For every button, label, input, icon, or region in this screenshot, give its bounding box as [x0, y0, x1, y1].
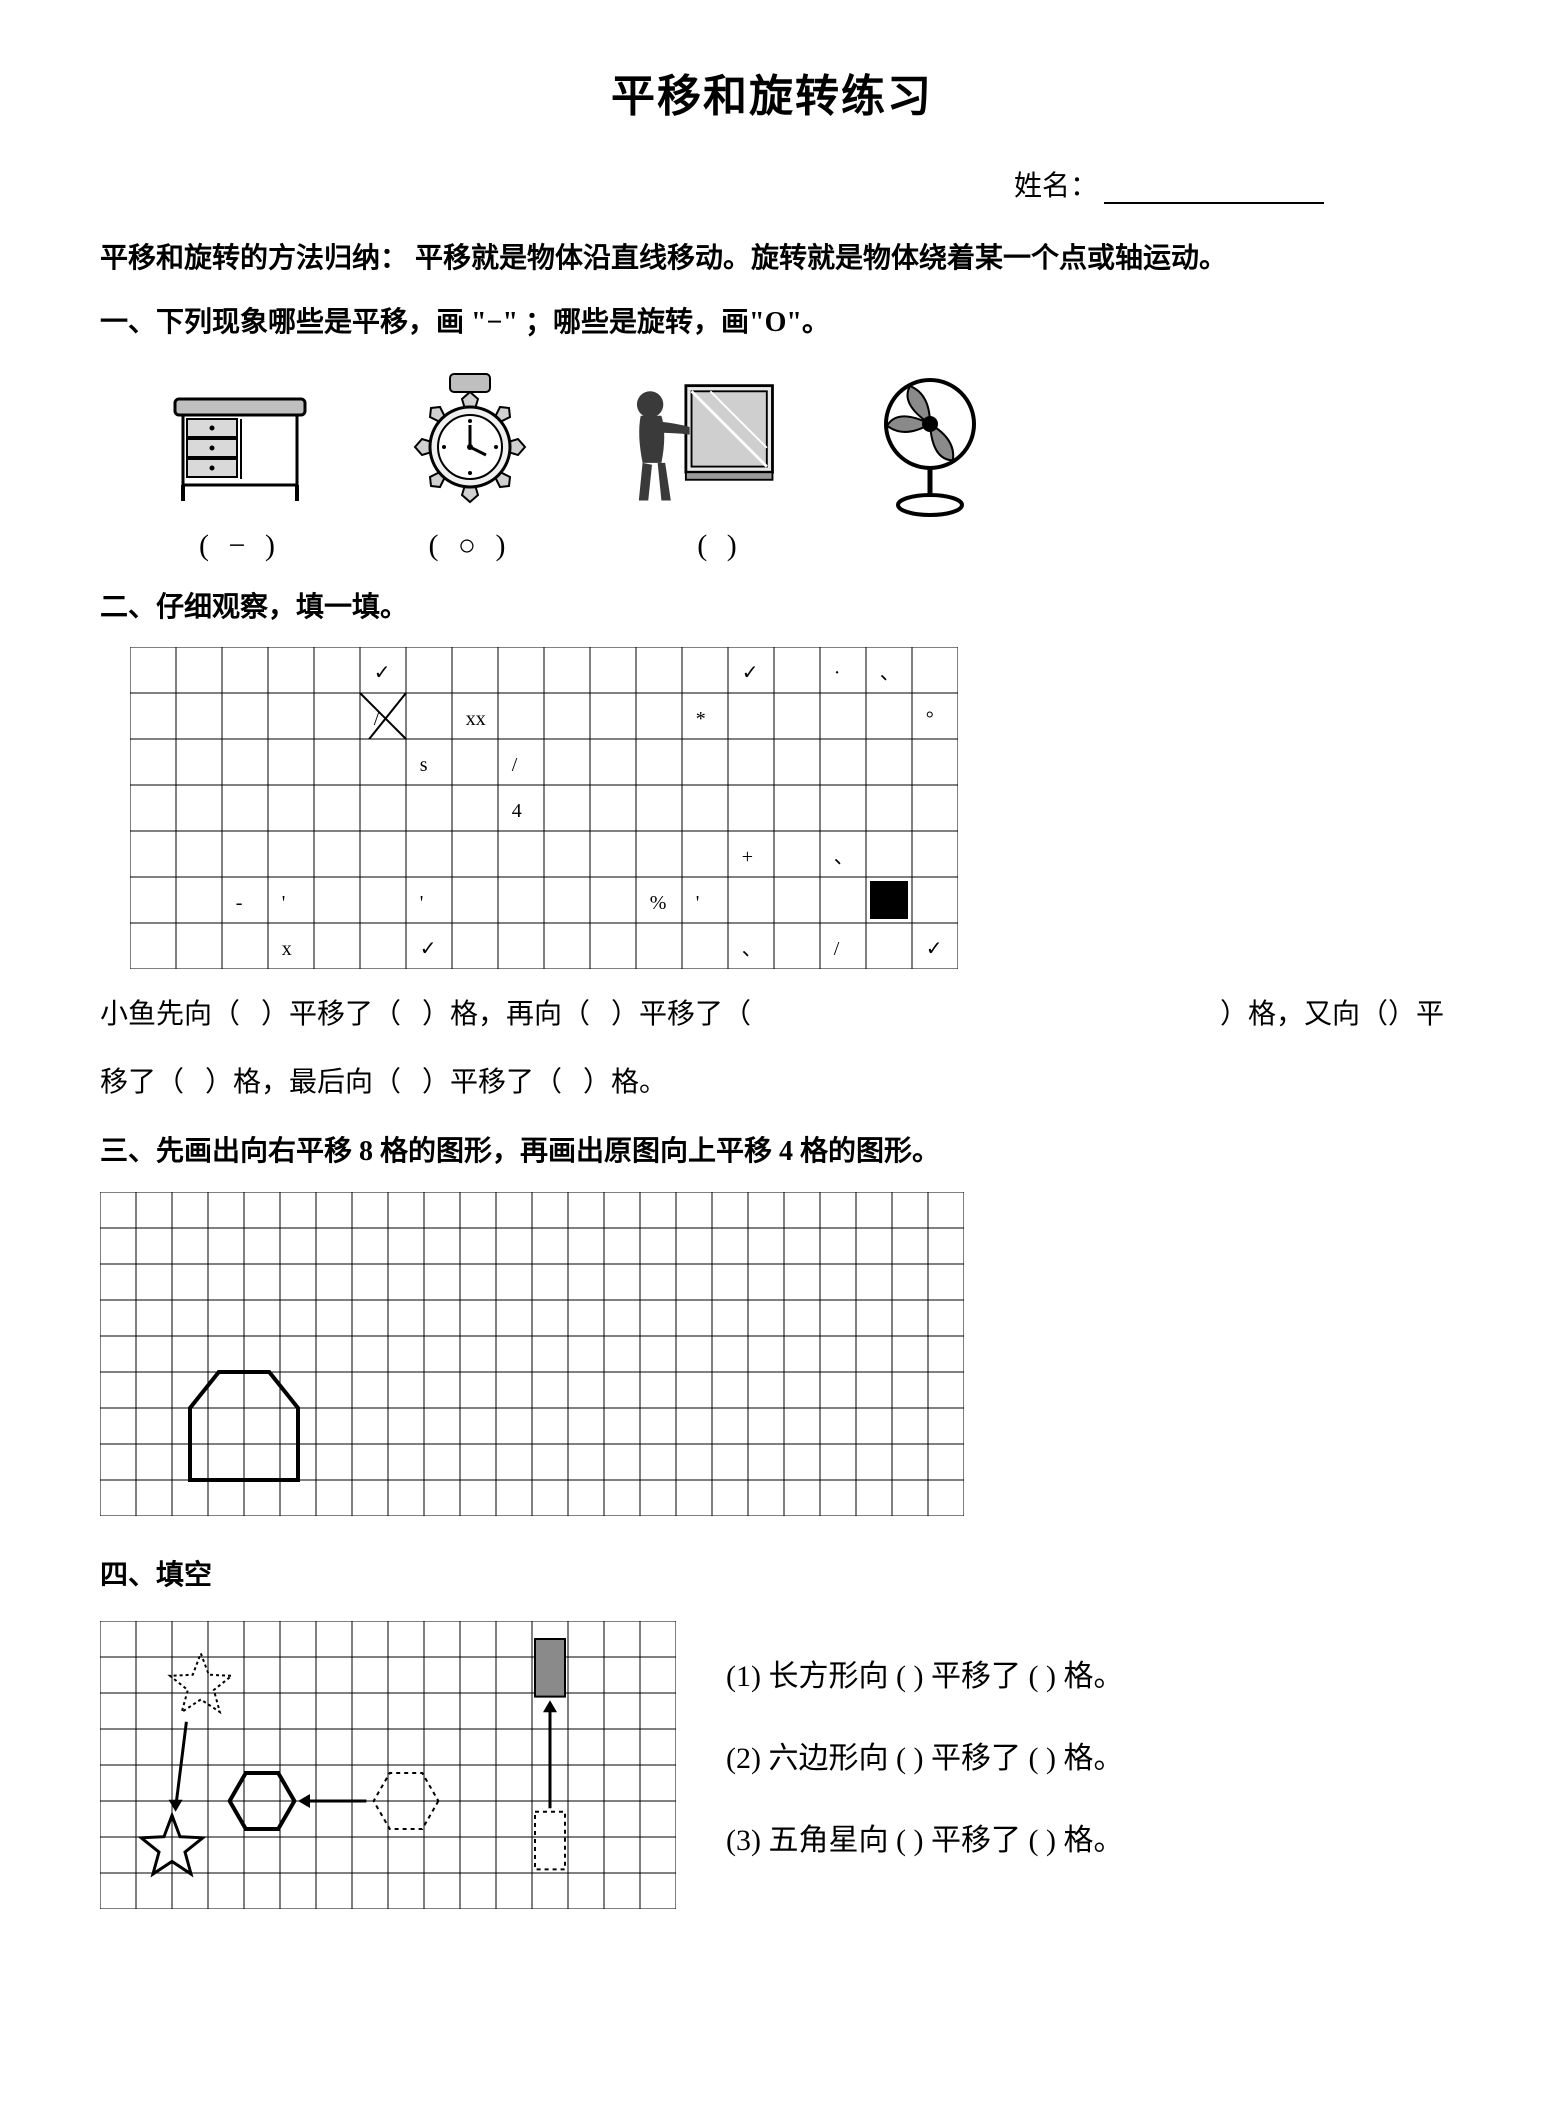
q1-ans-2[interactable]: ( ○ ) — [390, 529, 550, 563]
q4-row: (1) 长方形向 ( ) 平移了 ( ) 格。 (2) 六边形向 ( ) 平移了… — [100, 1621, 1444, 1914]
svg-text:·: · — [834, 662, 841, 684]
name-row: 姓名： — [100, 164, 1444, 204]
watch-gear-icon — [390, 369, 550, 519]
intro-text: 平移和旋转的方法归纳： 平移就是物体沿直线移动。旋转就是物体绕着某一个点或轴运动… — [100, 234, 1444, 284]
page-title: 平移和旋转练习 — [100, 60, 1444, 124]
q4-fill-2: (2) 六边形向 ( ) 平移了 ( ) 格。 — [726, 1723, 1123, 1795]
svg-text:': ' — [420, 892, 424, 914]
svg-text:xx: xx — [466, 708, 486, 730]
svg-text:s: s — [420, 754, 428, 776]
q4-fill-1: (1) 长方形向 ( ) 平移了 ( ) 格。 — [726, 1641, 1123, 1713]
q1-image-row — [100, 369, 1444, 519]
svg-text:✓: ✓ — [742, 662, 759, 684]
q1-ans-1[interactable]: ( − ) — [160, 529, 320, 563]
q3-heading: 三、先画出向右平移 8 格的图形，再画出原图向上平移 4 格的图形。 — [100, 1127, 1444, 1177]
svg-text:-: - — [236, 892, 243, 914]
q4-fill-3: (3) 五角星向 ( ) 平移了 ( ) 格。 — [726, 1805, 1123, 1877]
svg-text:': ' — [282, 892, 286, 914]
q4-grid — [100, 1621, 676, 1914]
svg-text:✓: ✓ — [926, 938, 943, 960]
q4-fill-block[interactable]: (1) 长方形向 ( ) 平移了 ( ) 格。 (2) 六边形向 ( ) 平移了… — [726, 1621, 1123, 1887]
svg-text:*: * — [696, 708, 706, 730]
q1-ans-4[interactable] — [870, 529, 1030, 563]
electric-fan-icon — [850, 369, 1010, 519]
q1-heading: 一、下列现象哪些是平移，画 "−" ；哪些是旋转，画"O"。 — [100, 298, 1444, 348]
q3-grid[interactable] — [100, 1192, 1444, 1521]
svg-text:/: / — [834, 938, 840, 960]
svg-text:': ' — [696, 892, 700, 914]
svg-text:✓: ✓ — [420, 938, 437, 960]
q4-heading: 四、填空 — [100, 1551, 1444, 1601]
q2-fill-line1[interactable]: 小鱼先向（ ）平移了（ ）格，再向（ ）平移了（ ）格，又向（）平 — [100, 984, 1444, 1046]
worksheet-page: 平移和旋转练习 姓名： 平移和旋转的方法归纳： 平移就是物体沿直线移动。旋转就是… — [0, 0, 1544, 2112]
person-window-icon — [620, 369, 780, 519]
svg-text:、: 、 — [742, 938, 762, 960]
svg-text:/: / — [512, 754, 518, 776]
svg-text:、: 、 — [834, 846, 854, 868]
desk-drawer-icon — [160, 369, 320, 519]
q2-fill-line2[interactable]: 移了（ ）格，最后向（ ）平移了（ ）格。 — [100, 1052, 1444, 1114]
svg-text:+: + — [742, 846, 753, 868]
svg-text:✓: ✓ — [374, 662, 391, 684]
svg-text:%: % — [650, 892, 667, 914]
name-blank[interactable] — [1104, 202, 1324, 204]
q1-answer-row: ( − ) ( ○ ) ( ) — [100, 529, 1444, 563]
q2-grid: ✓✓·、/xx*°s/4+、-''%'x✓、/✓ — [130, 647, 1444, 974]
q1-ans-3[interactable]: ( ) — [640, 529, 800, 563]
name-label: 姓名： — [1014, 171, 1098, 202]
svg-text:x: x — [282, 938, 292, 960]
q2-heading: 二、仔细观察，填一填。 — [100, 583, 1444, 633]
svg-text:°: ° — [926, 708, 934, 730]
svg-text:、: 、 — [880, 662, 900, 684]
svg-text:4: 4 — [512, 800, 522, 822]
